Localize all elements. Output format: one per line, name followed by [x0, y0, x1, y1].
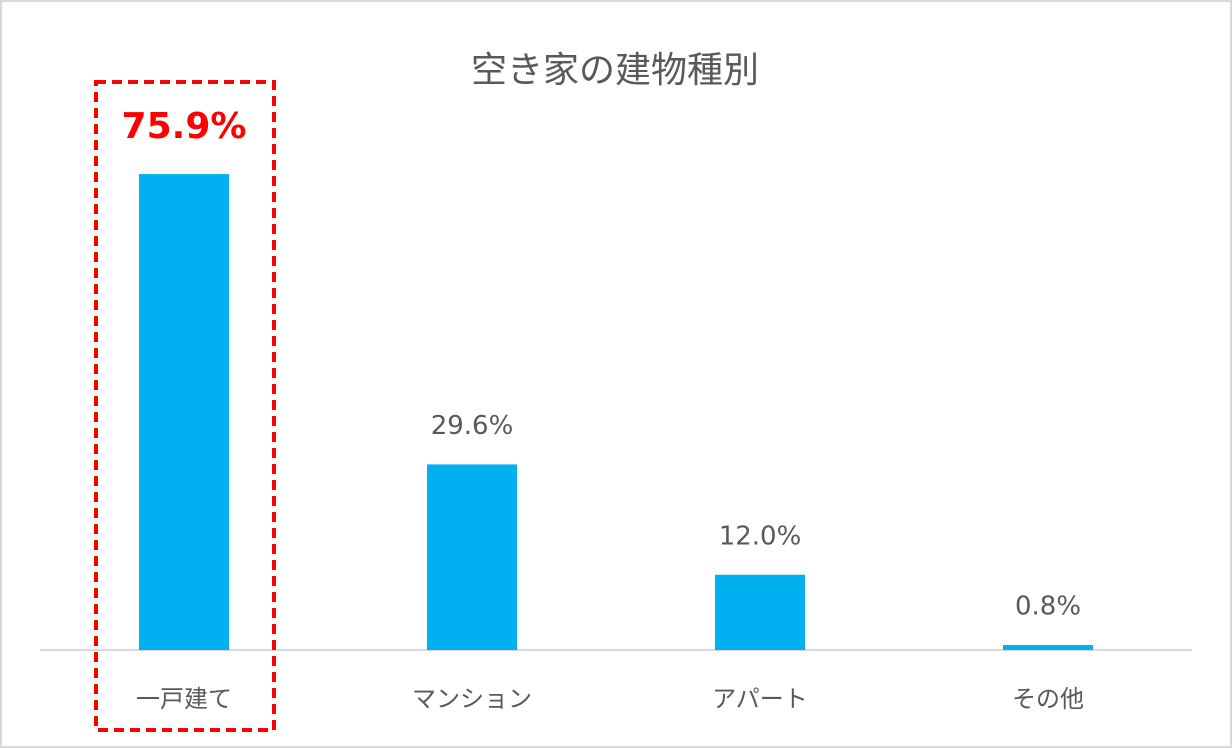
chart-title: 空き家の建物種別: [471, 50, 759, 91]
value-label: 75.9%: [122, 106, 247, 147]
bar: [427, 464, 517, 650]
x-tick-label: アパート: [712, 685, 808, 713]
highlight-box: [94, 80, 276, 732]
bar: [715, 574, 805, 650]
bar: [139, 174, 229, 650]
bar: [1003, 644, 1093, 650]
x-tick-label: マンション: [412, 685, 532, 713]
value-label: 29.6%: [431, 411, 514, 441]
value-label: 0.8%: [1015, 591, 1081, 621]
x-tick-label: その他: [1012, 685, 1084, 713]
x-tick-label: 一戸建て: [136, 685, 232, 713]
value-label: 12.0%: [719, 521, 802, 551]
